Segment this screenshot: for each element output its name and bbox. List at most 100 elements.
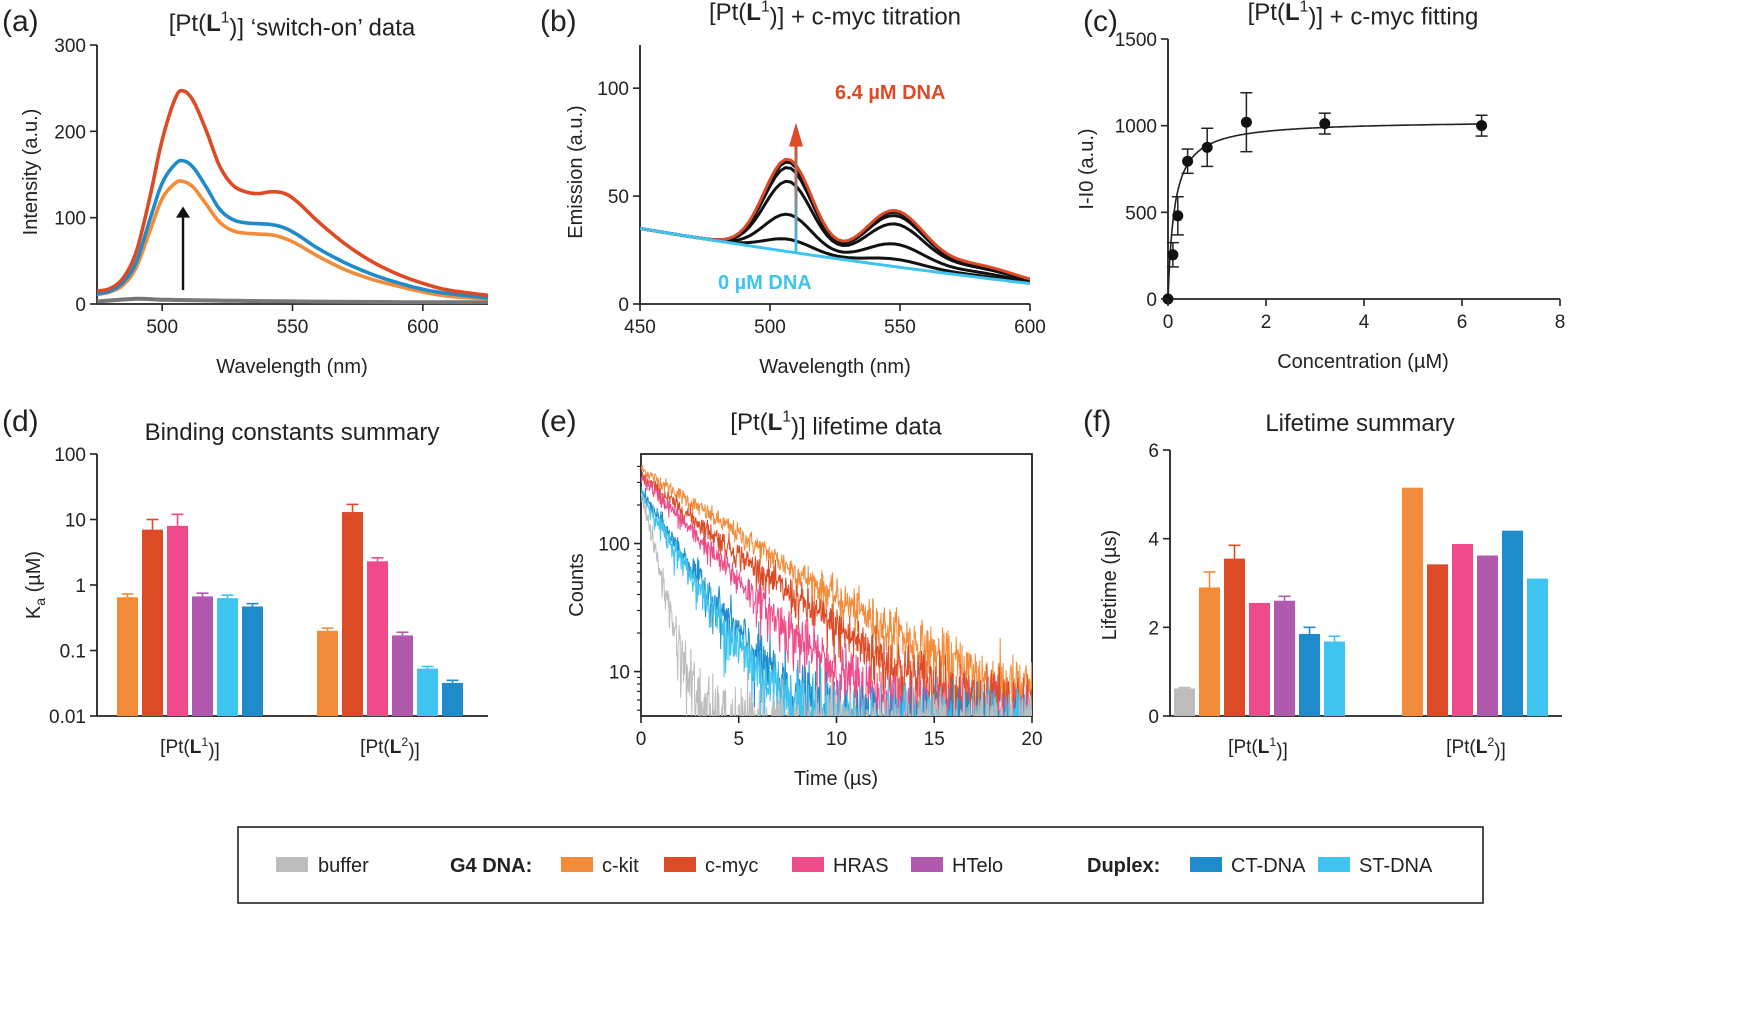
bar-ST-DNA: [1324, 641, 1345, 716]
category-label: [Pt(L1)]: [160, 735, 220, 761]
y-tick-label: 1: [75, 576, 86, 597]
decay-ST-DNA: [641, 492, 1032, 716]
x-tick-label: 450: [624, 317, 656, 338]
bar-ST-DNA: [417, 668, 438, 716]
y-axis-label: Counts: [566, 553, 588, 616]
y-axis-label: I-I0 (a.u.): [1076, 128, 1098, 209]
x-tick-label: 550: [884, 317, 916, 338]
bar-c-myc: [142, 529, 163, 716]
fit-curve: [1168, 123, 1487, 299]
x-tick-label: 10: [826, 729, 847, 750]
x-tick-label: 600: [407, 317, 439, 338]
data-point: [1476, 120, 1488, 132]
series-c-kit: [97, 179, 488, 301]
x-tick-label: 2: [1261, 312, 1272, 333]
y-tick-label: 200: [54, 122, 86, 143]
bar-HRAS: [167, 525, 188, 716]
x-tick-label: 0: [1163, 312, 1174, 333]
x-tick-label: 500: [754, 317, 786, 338]
y-tick-label: 1000: [1115, 117, 1157, 138]
y-tick-label: 0.01: [49, 707, 86, 728]
legend-swatch-cmyc: [664, 857, 696, 872]
series-intermediate: [640, 212, 1030, 284]
chart-title: [Pt(L1)] + c-myc fitting: [1248, 0, 1479, 31]
bar-HTelo: [1477, 555, 1498, 716]
y-tick-label: 300: [54, 36, 86, 57]
x-tick-label: 500: [146, 317, 178, 338]
chart-title: Binding constants summary: [145, 419, 440, 446]
series-6.4uM: [640, 157, 1030, 281]
y-tick-label: 0: [1148, 707, 1159, 728]
y-tick-label: 100: [597, 79, 629, 100]
x-tick-label: 600: [1014, 317, 1046, 338]
bar-CT-DNA: [442, 682, 463, 716]
decay-c-kit: [641, 465, 1032, 716]
bar-HTelo: [192, 596, 213, 716]
y-tick-label: 0.1: [60, 642, 86, 663]
data-point: [1172, 210, 1184, 222]
legend-swatch-hras: [792, 857, 824, 872]
y-axis-label: Lifetime (µs): [1099, 530, 1121, 640]
decay-buffer: [641, 491, 1032, 716]
legend-label-buffer: buffer: [318, 855, 369, 877]
legend-label-cmyc: c-myc: [705, 855, 758, 877]
bar-buffer: [1174, 688, 1195, 716]
y-tick-label: 100: [54, 445, 86, 466]
legend-label-hras: HRAS: [833, 855, 889, 877]
arrow-head: [176, 206, 191, 218]
category-label: [Pt(L2)]: [1446, 735, 1506, 761]
bar-HTelo: [1274, 600, 1295, 716]
y-tick-label: 1500: [1115, 30, 1157, 51]
y-tick-label: 10: [609, 663, 630, 684]
y-tick-label: 2: [1148, 618, 1159, 639]
chart-title: [Pt(L1)] + c-myc titration: [709, 0, 961, 31]
y-axis-label: Intensity (a.u.): [20, 109, 42, 236]
x-tick-label: 15: [924, 729, 945, 750]
bar-c-kit: [117, 597, 138, 716]
series-buffer: [97, 296, 488, 304]
y-tick-label: 0: [1146, 290, 1157, 311]
y-tick-label: 500: [1125, 203, 1157, 224]
x-axis-label: Wavelength (nm): [759, 356, 911, 378]
bar-c-kit: [1402, 487, 1423, 716]
annotation-0uM: 0 µM DNA: [718, 272, 812, 294]
bar-HRAS: [1452, 543, 1473, 716]
series-0uM: [640, 227, 1030, 285]
legend-swatch-ckit: [561, 857, 593, 872]
legend-label-ctdna: CT-DNA: [1231, 855, 1306, 877]
bar-HRAS: [1249, 602, 1270, 716]
data-point: [1240, 116, 1252, 128]
y-tick-label: 100: [598, 535, 630, 556]
legend-label-htelo: HTelo: [952, 855, 1003, 877]
y-tick-label: 4: [1148, 530, 1159, 551]
legend-heading-duplex: Duplex:: [1087, 855, 1160, 877]
bar-c-myc: [1224, 558, 1245, 716]
y-axis-label: Ka (µM): [23, 551, 48, 619]
annotation-6.4uM: 6.4 µM DNA: [835, 82, 945, 104]
bar-ST-DNA: [217, 598, 238, 716]
y-tick-label: 0: [618, 295, 629, 316]
x-tick-label: 8: [1555, 312, 1566, 333]
x-axis-label: Concentration (µM): [1277, 351, 1449, 373]
panel-label: (f): [1083, 405, 1111, 438]
legend-heading-g4: G4 DNA:: [450, 855, 532, 877]
data-point: [1167, 249, 1179, 261]
x-tick-label: 4: [1359, 312, 1370, 333]
bar-HRAS: [367, 561, 388, 716]
panel-label: (a): [2, 5, 39, 38]
decay-c-myc: [641, 473, 1032, 716]
y-tick-label: 6: [1148, 441, 1159, 462]
titration-arrow-head: [789, 122, 803, 147]
panel-label: (d): [2, 405, 39, 438]
panel-label: (e): [540, 405, 577, 438]
legend-swatch-htelo: [911, 857, 943, 872]
legend-label-stdna: ST-DNA: [1359, 855, 1433, 877]
panel-label: (c): [1083, 5, 1118, 38]
bar-CT-DNA: [1299, 633, 1320, 716]
legend-swatch-buffer: [276, 857, 308, 872]
data-point: [1319, 118, 1331, 130]
bar-ST-DNA: [1527, 578, 1548, 716]
chart-title: [Pt(L1)] lifetime data: [730, 408, 942, 440]
legend-label-ckit: c-kit: [602, 855, 639, 877]
